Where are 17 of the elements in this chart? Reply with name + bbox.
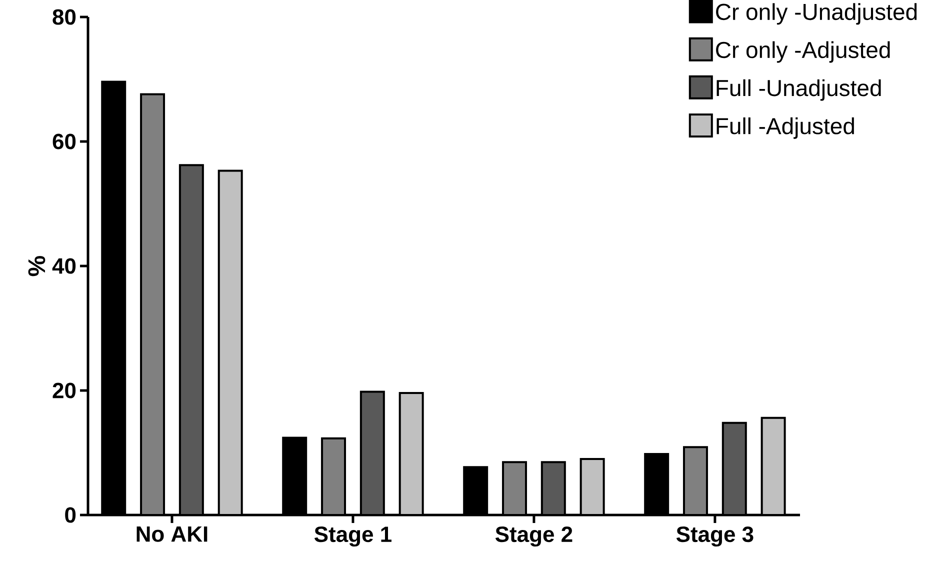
y-tick-label: 60	[52, 134, 76, 150]
y-tick-label: 0	[65, 507, 76, 523]
y-tick-label: 40	[52, 258, 76, 274]
legend-label: Cr only -Unadjusted	[716, 3, 917, 25]
x-tick-label: Stage 3	[676, 526, 754, 547]
x-tick-label: No AKI	[136, 526, 208, 542]
x-tick-label: Stage 1	[314, 526, 392, 547]
y-tick-label: 20	[52, 382, 76, 398]
bar	[360, 390, 385, 515]
bar	[178, 164, 204, 515]
x-tick-label: Stage 2	[495, 526, 572, 547]
y-axis-title: %	[28, 256, 46, 276]
y-tick-label: 80	[52, 9, 76, 25]
legend-label: Full -Unadjusted	[716, 79, 881, 101]
legend-label: Cr only -Adjusted	[716, 41, 890, 63]
bar	[218, 170, 243, 515]
legend-label: Full -Adjusted	[716, 117, 854, 139]
